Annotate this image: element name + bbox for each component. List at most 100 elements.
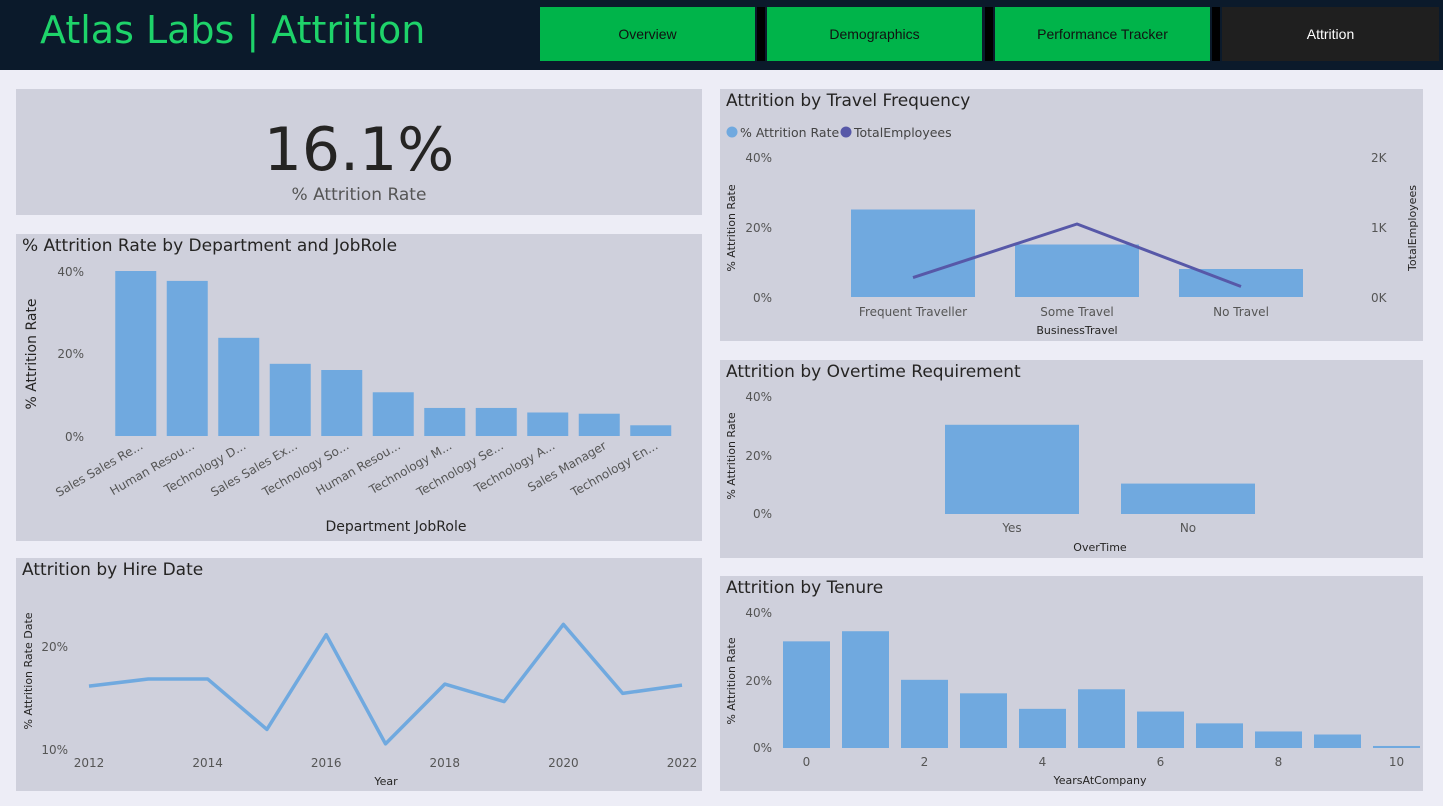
y2-tick-label: 2K <box>1371 151 1388 165</box>
bar <box>783 641 830 748</box>
tenure-chart-card[interactable]: Attrition by Tenure 40% 20% 0% % Attriti… <box>720 576 1423 791</box>
y-axis-title: % Attrition Rate Date <box>22 612 35 729</box>
x-tick-label: No Travel <box>1213 305 1269 319</box>
bar <box>166 280 208 436</box>
y-tick-label: 20% <box>745 221 772 235</box>
legend-label: % Attrition Rate <box>740 125 839 140</box>
legend-line-marker <box>840 126 852 138</box>
x-tick-label: 10 <box>1389 755 1404 769</box>
kpi-value: 16.1% <box>263 115 455 185</box>
y-axis-title: % Attrition Rate <box>24 298 40 409</box>
tab-attrition[interactable]: Attrition <box>1222 7 1439 61</box>
bar <box>1373 745 1420 748</box>
total-employees-line <box>912 222 1242 288</box>
tab-overview[interactable]: Overview <box>540 7 755 61</box>
y-axis-title: % Attrition Rate <box>725 637 738 725</box>
bar <box>945 424 1079 514</box>
y-tick-label: 20% <box>745 674 772 688</box>
x-tick-label: Technology Se... <box>413 438 505 499</box>
x-axis-title: OverTime <box>1073 541 1127 554</box>
y-tick-label: 0% <box>753 291 772 305</box>
hire-date-chart-card[interactable]: Attrition by Hire Date 20% 10% % Attriti… <box>16 558 702 791</box>
x-tick-label: Frequent Traveller <box>859 305 967 319</box>
bar <box>1179 269 1303 297</box>
bar <box>901 679 948 748</box>
bar <box>527 412 569 436</box>
bar <box>1121 483 1255 514</box>
y-tick-label: 0% <box>753 741 772 755</box>
y-tick-label: 20% <box>41 640 68 654</box>
bar <box>424 407 466 436</box>
x-tick-label: 2 <box>921 755 929 769</box>
x-tick-label: Sales Sales Ex... <box>208 438 300 499</box>
bar <box>1019 708 1066 748</box>
y-tick-label: 40% <box>745 390 772 404</box>
x-tick-label: Yes <box>1001 521 1021 535</box>
x-tick-label: 2020 <box>548 756 579 770</box>
y2-axis-title: TotalEmployees <box>1406 185 1419 272</box>
y2-tick-label: 1K <box>1371 221 1388 235</box>
y-tick-label: 40% <box>57 265 84 279</box>
y-tick-label: 20% <box>57 347 84 361</box>
x-axis-title: Year <box>373 775 398 788</box>
tab-divider <box>1212 7 1220 61</box>
chart-title: Attrition by Tenure <box>726 578 884 598</box>
overtime-chart: 40% 20% 0% % Attrition Rate OverTime Yes… <box>725 390 1255 554</box>
y2-tick-label: 0K <box>1371 291 1388 305</box>
y-axis-title: % Attrition Rate <box>725 184 738 272</box>
legend-bar-marker <box>726 126 738 138</box>
department-chart-card[interactable]: % Attrition Rate by Department and JobRo… <box>16 234 702 541</box>
x-tick-label: 2022 <box>667 756 698 770</box>
bar <box>1196 723 1243 748</box>
bar <box>115 271 157 436</box>
hire-date-line <box>88 622 683 746</box>
chart-title: Attrition by Hire Date <box>22 560 204 580</box>
y-tick-label: 0% <box>753 507 772 521</box>
department-chart: 40% 20% 0% % Attrition Rate Department J… <box>24 265 672 535</box>
bar <box>1015 244 1139 297</box>
bar <box>321 370 363 436</box>
x-axis-title: YearsAtCompany <box>1053 774 1147 787</box>
y-tick-label: 20% <box>745 449 772 463</box>
x-tick-label: Technology So... <box>259 438 351 499</box>
chart-title: Attrition by Travel Frequency <box>726 91 971 111</box>
bar <box>630 425 672 436</box>
y-axis-title: % Attrition Rate <box>725 412 738 500</box>
bar <box>851 209 975 297</box>
x-tick-label: 0 <box>803 755 811 769</box>
x-tick-label: 2016 <box>311 756 342 770</box>
travel-chart: % Attrition Rate TotalEmployees 40% 20% … <box>725 125 1419 337</box>
tab-performance-tracker[interactable]: Performance Tracker <box>995 7 1210 61</box>
y-tick-label: 0% <box>65 430 84 444</box>
bar <box>1078 689 1125 748</box>
app-title: Atlas Labs | Attrition <box>40 8 426 52</box>
overtime-chart-card[interactable]: Attrition by Overtime Requirement 40% 20… <box>720 360 1423 558</box>
bar <box>578 413 620 436</box>
x-tick-label: 8 <box>1275 755 1283 769</box>
bar <box>1314 734 1361 748</box>
x-tick-label: No <box>1180 521 1196 535</box>
kpi-label: % Attrition Rate <box>291 185 427 205</box>
tab-divider <box>757 7 765 61</box>
bar <box>960 693 1007 748</box>
bar <box>269 363 311 436</box>
x-tick-label: 2014 <box>192 756 223 770</box>
x-tick-label: 6 <box>1157 755 1165 769</box>
tenure-chart: 40% 20% 0% % Attrition Rate YearsAtCompa… <box>725 606 1420 787</box>
kpi-card[interactable]: 16.1% % Attrition Rate <box>16 89 702 215</box>
chart-title: % Attrition Rate by Department and JobRo… <box>22 236 398 256</box>
travel-chart-card[interactable]: Attrition by Travel Frequency % Attritio… <box>720 89 1423 341</box>
bar <box>475 407 517 436</box>
x-tick-label: 2018 <box>430 756 461 770</box>
x-tick-label: Technology En... <box>568 438 660 499</box>
x-tick-label: Sales Sales Re... <box>53 438 145 499</box>
hire-date-chart: 20% 10% % Attrition Rate Date Year 2012 2… <box>22 612 698 788</box>
bar <box>1137 711 1184 748</box>
x-tick-label: 2012 <box>74 756 105 770</box>
x-axis-title: Department JobRole <box>326 519 467 535</box>
chart-title: Attrition by Overtime Requirement <box>726 362 1021 382</box>
legend-label: TotalEmployees <box>853 125 952 140</box>
tab-demographics[interactable]: Demographics <box>767 7 982 61</box>
bar <box>842 631 889 748</box>
tab-divider <box>985 7 993 61</box>
